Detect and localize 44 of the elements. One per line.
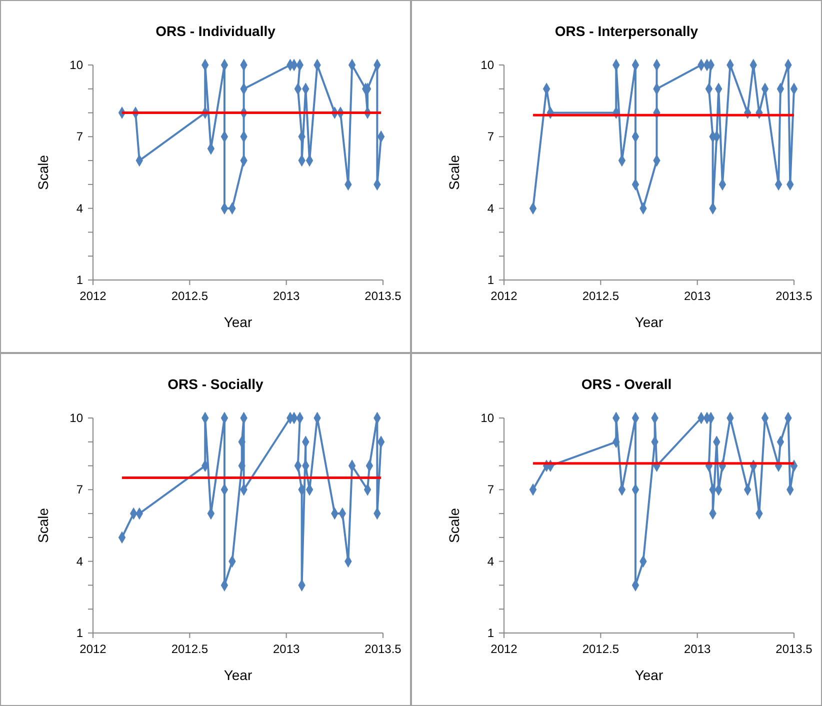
y-tick-label: 7 bbox=[76, 482, 84, 497]
x-tick-label: 2013.5 bbox=[364, 642, 402, 656]
y-tick-label: 1 bbox=[487, 273, 494, 287]
chart-title: ORS - Socially bbox=[168, 376, 264, 392]
y-tick-label: 10 bbox=[70, 411, 84, 425]
y-tick-label: 7 bbox=[487, 482, 494, 497]
chart-title: ORS - Interpersonally bbox=[554, 23, 698, 39]
y-tick-label: 10 bbox=[480, 411, 494, 425]
y-axis-title: Scale bbox=[35, 508, 51, 544]
x-tick-label: 2012.5 bbox=[582, 289, 620, 303]
x-tick-label: 2012 bbox=[490, 642, 518, 656]
y-tick-label: 4 bbox=[487, 554, 494, 568]
x-tick-label: 2013.5 bbox=[776, 642, 813, 656]
x-axis-title: Year bbox=[634, 314, 664, 330]
x-tick-label: 2013.5 bbox=[776, 289, 813, 303]
y-axis-title: Scale bbox=[446, 508, 462, 544]
y-tick-label: 10 bbox=[480, 58, 494, 72]
chart-title: ORS - Overall bbox=[581, 376, 672, 392]
x-tick-label: 2012.5 bbox=[171, 642, 208, 656]
x-tick-label: 2012.5 bbox=[582, 642, 620, 656]
y-tick-label: 4 bbox=[76, 201, 84, 216]
x-tick-label: 2013 bbox=[684, 289, 712, 303]
x-tick-label: 2012 bbox=[80, 289, 107, 303]
y-axis-title: Scale bbox=[35, 154, 51, 190]
x-tick-label: 2013 bbox=[272, 289, 300, 303]
x-tick-label: 2013 bbox=[272, 642, 300, 656]
x-axis-title: Year bbox=[224, 667, 252, 683]
y-tick-label: 4 bbox=[487, 201, 494, 216]
y-tick-label: 1 bbox=[76, 626, 84, 640]
x-tick-label: 2013.5 bbox=[364, 289, 402, 303]
y-tick-label: 1 bbox=[76, 273, 84, 287]
y-tick-label: 7 bbox=[487, 130, 494, 144]
x-tick-label: 2013 bbox=[684, 642, 712, 656]
y-tick-label: 7 bbox=[76, 130, 84, 144]
y-tick-label: 4 bbox=[76, 554, 84, 568]
x-axis-title: Year bbox=[634, 667, 664, 683]
x-tick-label: 2012 bbox=[80, 642, 107, 656]
x-tick-label: 2012.5 bbox=[171, 289, 208, 303]
x-tick-label: 2012 bbox=[490, 289, 518, 303]
y-axis-title: Scale bbox=[446, 154, 462, 190]
y-tick-label: 10 bbox=[70, 58, 84, 72]
x-axis-title: Year bbox=[224, 314, 252, 330]
y-tick-label: 1 bbox=[487, 626, 494, 640]
chart-title: ORS - Individually bbox=[156, 23, 276, 39]
